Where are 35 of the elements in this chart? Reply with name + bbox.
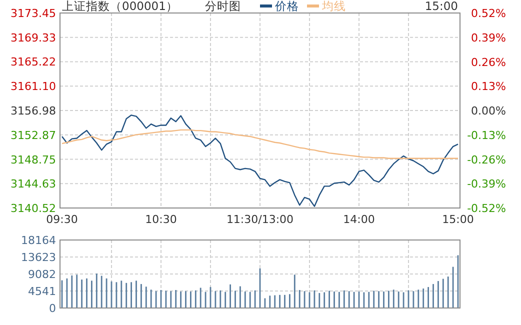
x-tick-label: 15:00 <box>442 213 474 226</box>
y-tick-label: 3140.52 <box>10 202 56 215</box>
y2-tick-label: 0.00% <box>471 104 506 118</box>
y-tick-label: 9082 <box>28 268 56 281</box>
y-tick-label: 3161.10 <box>10 80 56 94</box>
y2-tick-label: -0.26% <box>467 153 506 166</box>
annotation: 15:00 <box>424 0 458 13</box>
chart-subtitle: 分时图 <box>205 0 241 13</box>
legend-label: 价格 <box>274 0 299 13</box>
y-tick-label: 3156.98 <box>10 104 56 118</box>
chart-title: 上证指数（000001） <box>62 0 178 13</box>
y2-tick-label: 0.13% <box>471 80 506 94</box>
y-tick-label: 3169.33 <box>10 31 56 44</box>
x-tick-label: 10:30 <box>145 213 177 226</box>
line-series <box>61 129 459 159</box>
line-series <box>61 114 459 207</box>
x-tick-label: 09:30 <box>46 213 78 226</box>
y-tick-label: 13623 <box>21 251 56 264</box>
y2-tick-label: -0.13% <box>467 128 506 142</box>
y-tick-label: 0 <box>49 302 56 315</box>
y-tick-label: 3152.87 <box>10 128 56 142</box>
y2-tick-label: -0.39% <box>467 178 506 191</box>
y-tick-label: 3165.22 <box>10 56 56 69</box>
y-tick-label: 18164 <box>21 234 56 247</box>
y2-tick-label: 0.26% <box>471 56 506 69</box>
y-tick-label: 3148.75 <box>10 153 56 166</box>
y-tick-label: 3144.63 <box>10 178 56 191</box>
x-tick-label: 14:00 <box>343 213 375 226</box>
y-tick-label: 3173.45 <box>10 7 56 20</box>
x-tick-label: 11:30/13:00 <box>226 213 294 226</box>
y2-tick-label: 0.52% <box>471 7 506 20</box>
y-tick-label: 4541 <box>28 285 56 298</box>
y2-tick-label: 0.39% <box>471 31 506 44</box>
y2-tick-label: -0.52% <box>467 202 506 215</box>
legend-label: 均线 <box>321 0 346 13</box>
